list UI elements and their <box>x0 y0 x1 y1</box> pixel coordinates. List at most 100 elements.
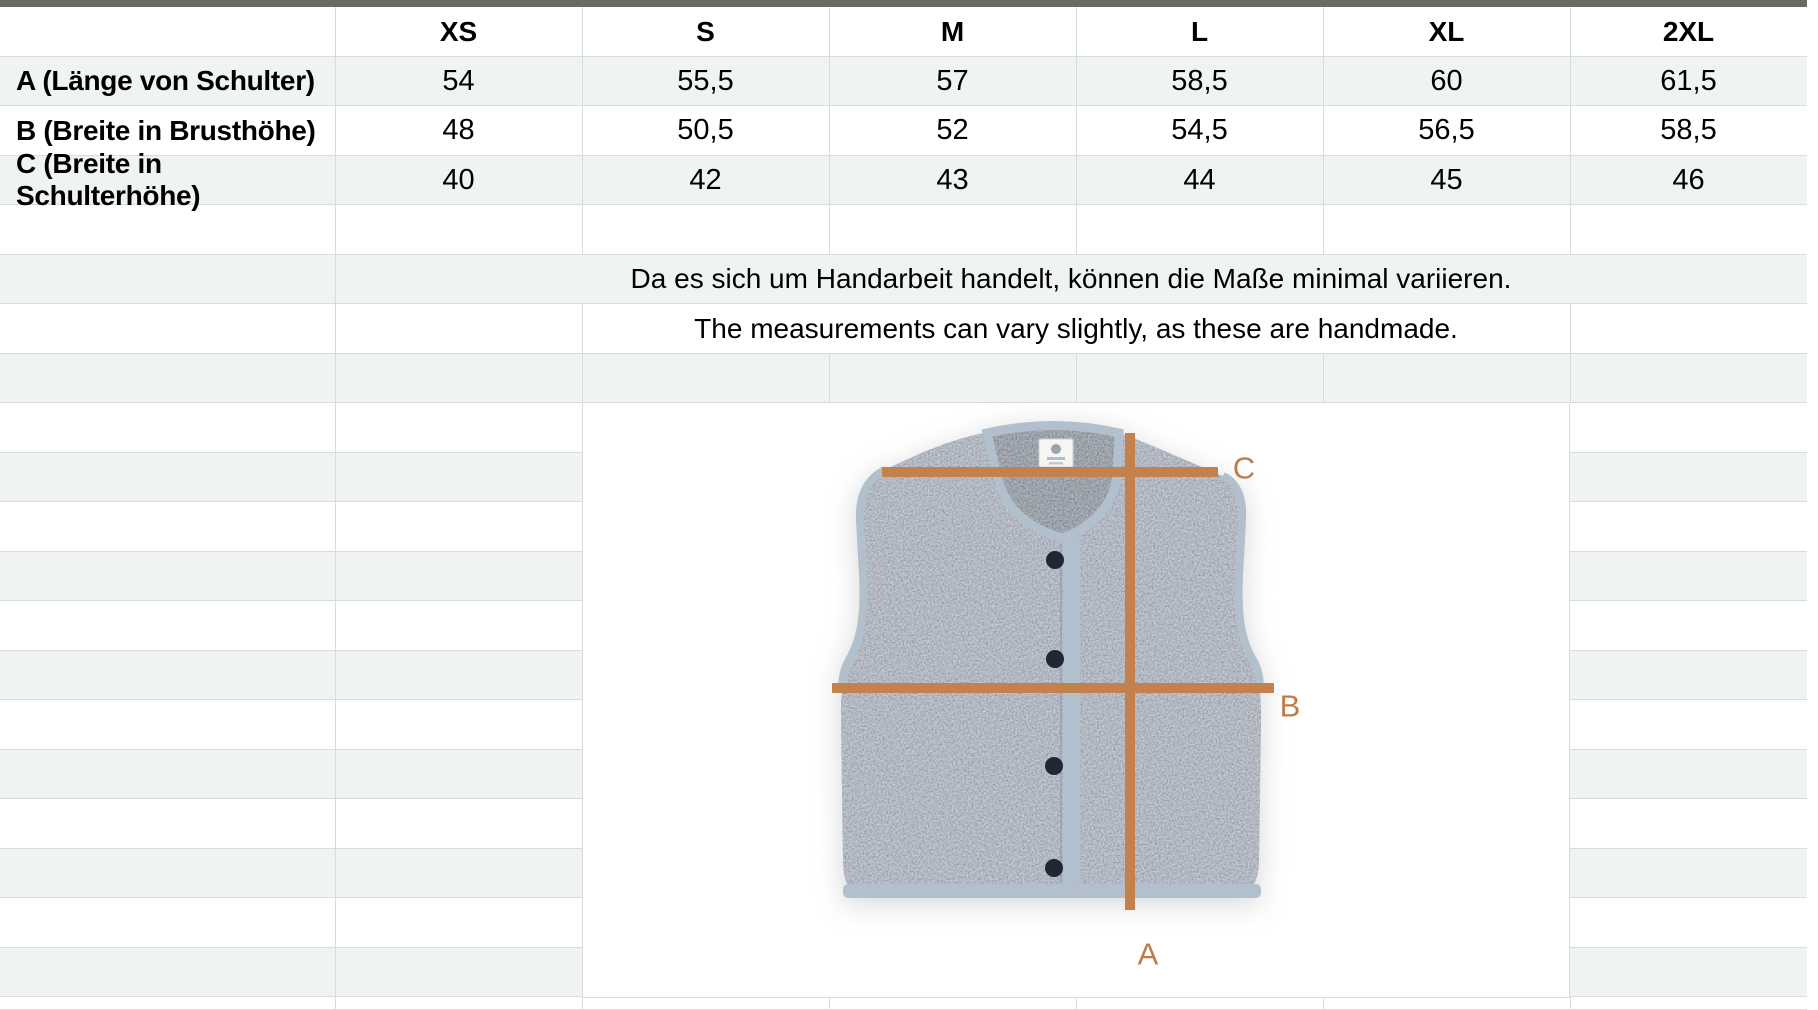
measurement-label-cell: A (Länge von Schulter) <box>16 65 315 97</box>
grid-column-border <box>582 205 583 255</box>
measurement-label-A: A <box>1137 936 1159 972</box>
table-row <box>0 254 1807 304</box>
measurement-value-cell: 45 <box>1430 163 1463 196</box>
button <box>1045 859 1063 877</box>
tag-emblem <box>1051 444 1061 454</box>
grid-column-border <box>1076 56 1077 106</box>
grid-column-border <box>335 155 336 205</box>
grid-column-border <box>582 155 583 205</box>
grid-column-border <box>829 205 830 255</box>
grid-column-border <box>829 155 830 205</box>
measurement-value-cell: 60 <box>1430 64 1463 97</box>
measurement-value-cell: 57 <box>936 64 969 97</box>
grid-column-border <box>1570 997 1571 1010</box>
table-top-border <box>0 0 1807 7</box>
grid-column-border <box>1323 7 1324 57</box>
grid-column-border <box>582 304 583 354</box>
grid-column-border <box>1076 205 1077 255</box>
grid-column-border <box>582 997 583 1010</box>
measurement-value-cell: 50,5 <box>677 114 734 147</box>
size-header-cell: XL <box>1428 15 1465 47</box>
grid-column-border <box>1570 106 1571 156</box>
grid-column-border <box>1076 997 1077 1010</box>
hem-binding <box>843 884 1261 898</box>
grid-column-border <box>582 56 583 106</box>
grid-column-border <box>335 848 336 898</box>
grid-column-border <box>829 7 830 57</box>
grid-column-border <box>335 997 336 1010</box>
grid-column-border <box>829 56 830 106</box>
size-header-cell: S <box>696 15 715 47</box>
grid-column-border <box>335 353 336 403</box>
size-header-cell: M <box>940 15 965 47</box>
neckline-binding <box>981 421 1124 543</box>
measurement-value-cell: 61,5 <box>1660 64 1717 97</box>
table-row <box>0 106 1807 156</box>
left-armhole-binding <box>838 466 888 687</box>
grid-column-border <box>335 304 336 354</box>
grid-column-border <box>1570 7 1571 57</box>
vest-buttons <box>1045 551 1064 877</box>
measurement-label-cell: C (Breite in Schulterhöhe) <box>16 148 201 212</box>
measurement-line-length-A <box>1125 433 1135 910</box>
table-row <box>0 304 1807 354</box>
grid-column-border <box>1323 155 1324 205</box>
grid-column-border <box>335 700 336 750</box>
grid-column-border <box>1076 155 1077 205</box>
table-row <box>0 997 1807 1010</box>
grid-column-border <box>1323 205 1324 255</box>
measurement-value-cell: 56,5 <box>1418 114 1475 147</box>
grid-column-border <box>335 650 336 700</box>
measurement-label-cell: B (Breite in Brusthöhe) <box>16 114 316 146</box>
placket-binding <box>1063 532 1080 888</box>
grid-column-border <box>1570 205 1571 255</box>
grid-column-border <box>829 353 830 403</box>
grid-column-border <box>335 254 336 304</box>
button <box>1045 757 1063 775</box>
measurement-value-cell: 54 <box>442 64 475 97</box>
measurement-value-cell: 48 <box>442 114 475 147</box>
grid-column-border <box>335 947 336 997</box>
measurement-value-cell: 55,5 <box>677 64 734 97</box>
tag-text-line <box>1047 457 1065 460</box>
measurement-value-cell: 52 <box>936 114 969 147</box>
grid-column-border <box>1076 353 1077 403</box>
measurement-value-cell: 58,5 <box>1171 64 1228 97</box>
grid-column-border <box>1570 353 1571 403</box>
grid-column-border <box>335 452 336 502</box>
measurement-label-C: C <box>1232 450 1256 486</box>
measurement-line-chest-B <box>832 683 1274 693</box>
grid-column-border <box>335 601 336 651</box>
table-row <box>0 7 1807 57</box>
grid-column-border <box>335 56 336 106</box>
grid-column-border <box>335 749 336 799</box>
size-header-cell: L <box>1190 15 1209 47</box>
grid-column-border <box>1323 353 1324 403</box>
measurement-value-cell: 58,5 <box>1660 114 1717 147</box>
grid-column-border <box>1570 304 1571 354</box>
button <box>1046 551 1064 569</box>
product-image-cell <box>582 404 1570 998</box>
tag-text-line <box>1049 462 1063 465</box>
grid-column-border <box>335 403 336 453</box>
grid-column-border <box>1323 997 1324 1010</box>
grid-column-border <box>335 502 336 552</box>
measurement-value-cell: 40 <box>442 163 475 196</box>
measurement-value-cell: 44 <box>1183 163 1216 196</box>
grid-column-border <box>335 106 336 156</box>
measurement-line-shoulder-C <box>882 467 1218 477</box>
grid-column-border <box>1323 56 1324 106</box>
grid-column-border <box>1323 106 1324 156</box>
size-header-cell: 2XL <box>1662 15 1715 47</box>
size-header-cell: XS <box>439 15 478 47</box>
right-armhole-binding <box>1220 472 1264 687</box>
grid-column-border <box>335 551 336 601</box>
note-english: The measurements can vary slightly, as t… <box>694 312 1458 344</box>
grid-column-border <box>1076 7 1077 57</box>
table-row <box>0 155 1807 205</box>
vest-trim <box>838 421 1264 687</box>
button <box>1046 650 1064 668</box>
grid-column-border <box>335 799 336 849</box>
table-row <box>0 353 1807 403</box>
